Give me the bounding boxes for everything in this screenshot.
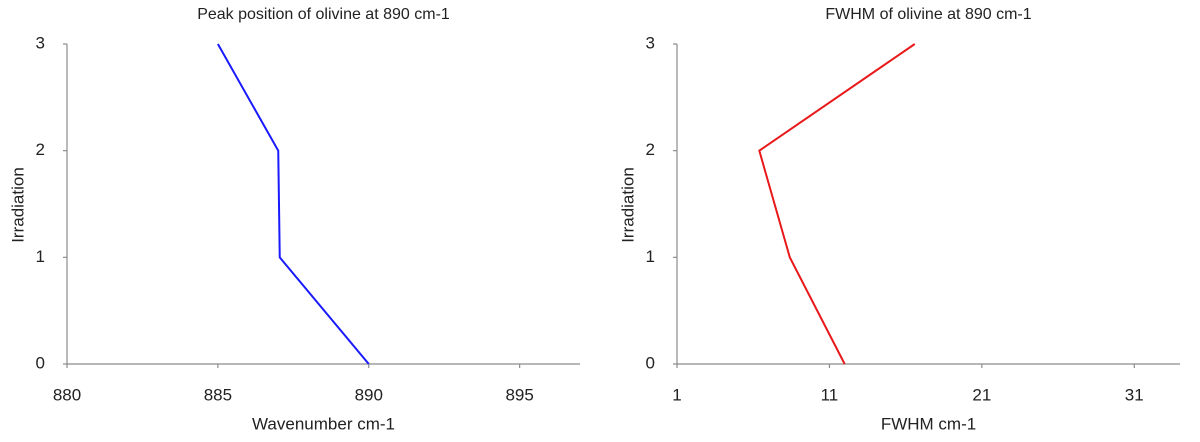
y-axis-label: Irradiation	[8, 167, 27, 243]
x-tick-label: 1	[672, 385, 681, 404]
y-tick-label: 0	[646, 353, 655, 372]
y-tick-label: 0	[36, 353, 45, 372]
x-tick-label: 890	[355, 385, 383, 404]
y-axis-label: Irradiation	[618, 167, 637, 243]
y-tick-label: 2	[36, 140, 45, 159]
x-axis-label: FWHM cm-1	[881, 414, 976, 433]
x-tick-label: 885	[204, 385, 232, 404]
chart-title: Peak position of olivine at 890 cm-1	[197, 6, 450, 23]
data-line	[217, 43, 370, 365]
y-tick-label: 1	[36, 247, 45, 266]
data-line	[758, 43, 916, 365]
x-tick-label: 895	[505, 385, 533, 404]
x-tick-label: 21	[972, 385, 991, 404]
x-axis-label: Wavenumber cm-1	[252, 414, 395, 433]
x-tick-label: 880	[53, 385, 81, 404]
x-tick-label: 31	[1125, 385, 1144, 404]
x-tick-label: 11	[821, 385, 839, 404]
y-tick-label: 2	[646, 140, 655, 159]
y-tick-label: 3	[646, 33, 655, 52]
y-tick-label: 3	[36, 33, 45, 52]
chart-title: FWHM of olivine at 890 cm-1	[825, 6, 1031, 23]
y-tick-label: 1	[646, 247, 655, 266]
